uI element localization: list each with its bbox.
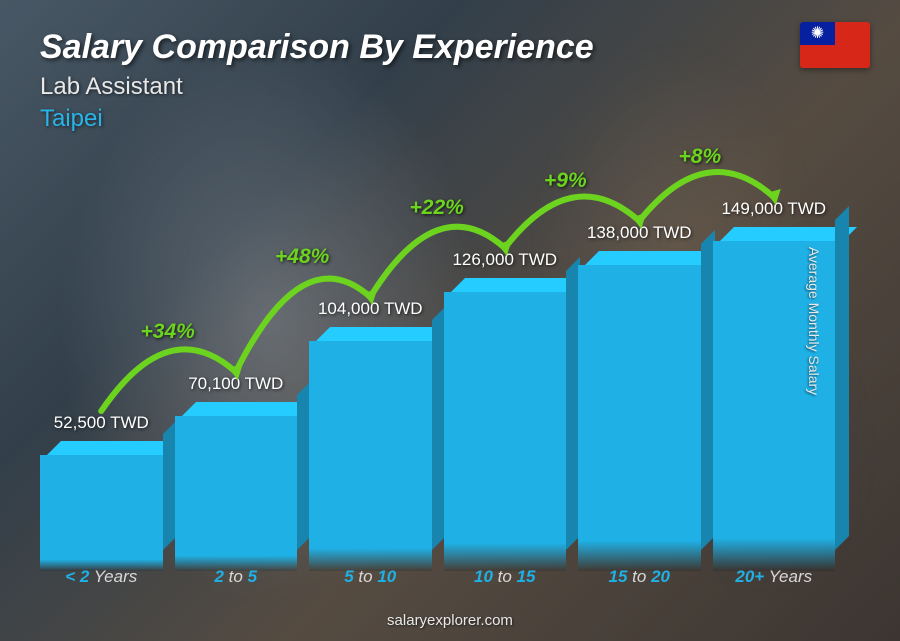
increment-label: +8% [679, 145, 722, 169]
bar-value-label: 70,100 TWD [188, 374, 283, 394]
x-axis-label: 2 to 5 [175, 567, 298, 587]
y-axis-label: Average Monthly Salary [806, 246, 822, 394]
footer-attribution: salaryexplorer.com [0, 612, 900, 629]
increment-label: +22% [410, 196, 464, 220]
bar-0: 52,500 TWD [40, 413, 163, 557]
increment-label: +48% [275, 245, 329, 269]
x-axis-label: 20+ Years [713, 567, 836, 587]
bar-1: 70,100 TWD [175, 374, 298, 557]
bar-4: 138,000 TWD [578, 223, 701, 557]
bar-value-label: 52,500 TWD [54, 413, 149, 433]
subtitle-role: Lab Assistant [40, 73, 860, 101]
x-axis-label: < 2 Years [40, 567, 163, 587]
bar-value-label: 138,000 TWD [587, 223, 692, 243]
page-title: Salary Comparison By Experience [40, 28, 860, 67]
bar-chart: 52,500 TWD 70,100 TWD 104,000 TWD 126,000 T… [40, 131, 835, 581]
increment-label: +9% [544, 169, 587, 193]
increment-label: +34% [141, 320, 195, 344]
bar-3: 126,000 TWD [444, 250, 567, 557]
x-axis-label: 15 to 20 [578, 567, 701, 587]
bar-2: 104,000 TWD [309, 299, 432, 557]
x-axis-label: 10 to 15 [444, 567, 567, 587]
bar-value-label: 126,000 TWD [452, 250, 557, 270]
flag-icon: ✺ [800, 22, 870, 68]
x-axis-label: 5 to 10 [309, 567, 432, 587]
bar-value-label: 104,000 TWD [318, 299, 423, 319]
bar-value-label: 149,000 TWD [721, 199, 826, 219]
